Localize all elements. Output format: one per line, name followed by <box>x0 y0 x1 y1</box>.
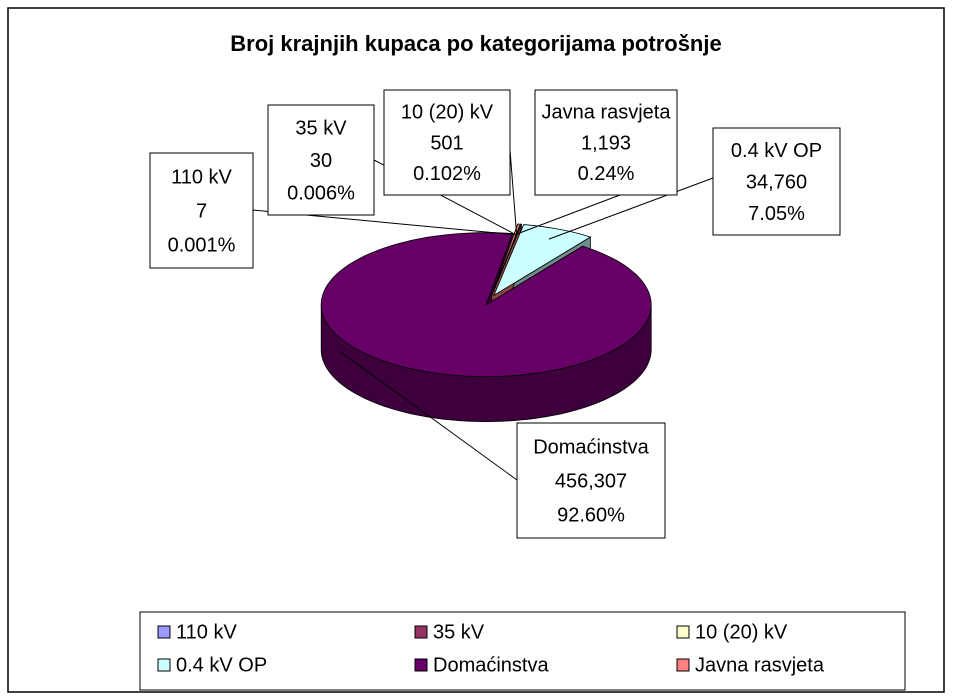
value-label: 30 <box>310 150 332 172</box>
label-name: Javna rasvjeta <box>542 101 672 123</box>
legend-swatch <box>414 658 428 672</box>
label-name: 10 (20) kV <box>401 101 494 123</box>
label-box <box>516 422 666 539</box>
legend-label: Javna rasvjeta <box>695 654 825 676</box>
data-labels: 110 kV 7 0.001% 35 kV 30 0.006% 10 (20) kV 501 0… <box>149 89 841 539</box>
percentage-label: 0.24% <box>578 163 635 185</box>
legend: 110 kV 35 kV 10 (20) kV 0.4 kV OP Domaćinstv… <box>157 621 825 676</box>
value-label: 7 <box>196 200 207 222</box>
value-label: 1,193 <box>581 132 631 154</box>
slice <box>320 232 652 377</box>
legend-label: 110 kV <box>176 621 237 643</box>
legend-swatch <box>676 658 690 672</box>
label-name: 0.4 kV OP <box>731 140 822 162</box>
leader-line <box>339 351 518 481</box>
label-box <box>712 127 841 236</box>
chart-title: Broj krajnjih kupaca po kategorijama pot… <box>230 31 721 56</box>
slice <box>491 223 521 296</box>
legend-label: 0.4 kV OP <box>176 654 267 676</box>
percentage-label: 7.05% <box>748 203 805 225</box>
legend-swatch <box>157 625 171 639</box>
legend-label: Domaćinstva <box>433 654 549 676</box>
legend-swatch <box>157 658 171 672</box>
label-name: 110 kV <box>171 167 232 189</box>
pie <box>320 223 652 423</box>
value-label: 456,307 <box>555 470 627 492</box>
label-box <box>149 152 254 269</box>
value-label: 501 <box>430 132 463 154</box>
percentage-label: 0.102% <box>413 163 481 185</box>
leader-line <box>514 194 621 236</box>
label-box <box>267 104 375 216</box>
leader-line <box>548 177 714 240</box>
label-name: 35 kV <box>295 118 347 140</box>
legend-swatch <box>676 625 690 639</box>
label-box <box>383 89 511 196</box>
leader-line <box>509 149 518 235</box>
label-name: Domaćinstva <box>533 437 649 459</box>
legend-box <box>139 611 906 691</box>
value-label: 34,760 <box>746 171 807 193</box>
percentage-label: 0.001% <box>168 234 236 256</box>
slice <box>493 224 592 297</box>
legend-label: 35 kV <box>433 621 485 643</box>
percentage-label: 0.006% <box>287 182 355 204</box>
percentage-label: 92.60% <box>557 504 625 526</box>
label-box <box>534 89 678 196</box>
legend-label: 10 (20) kV <box>695 621 788 643</box>
legend-swatch <box>414 625 428 639</box>
